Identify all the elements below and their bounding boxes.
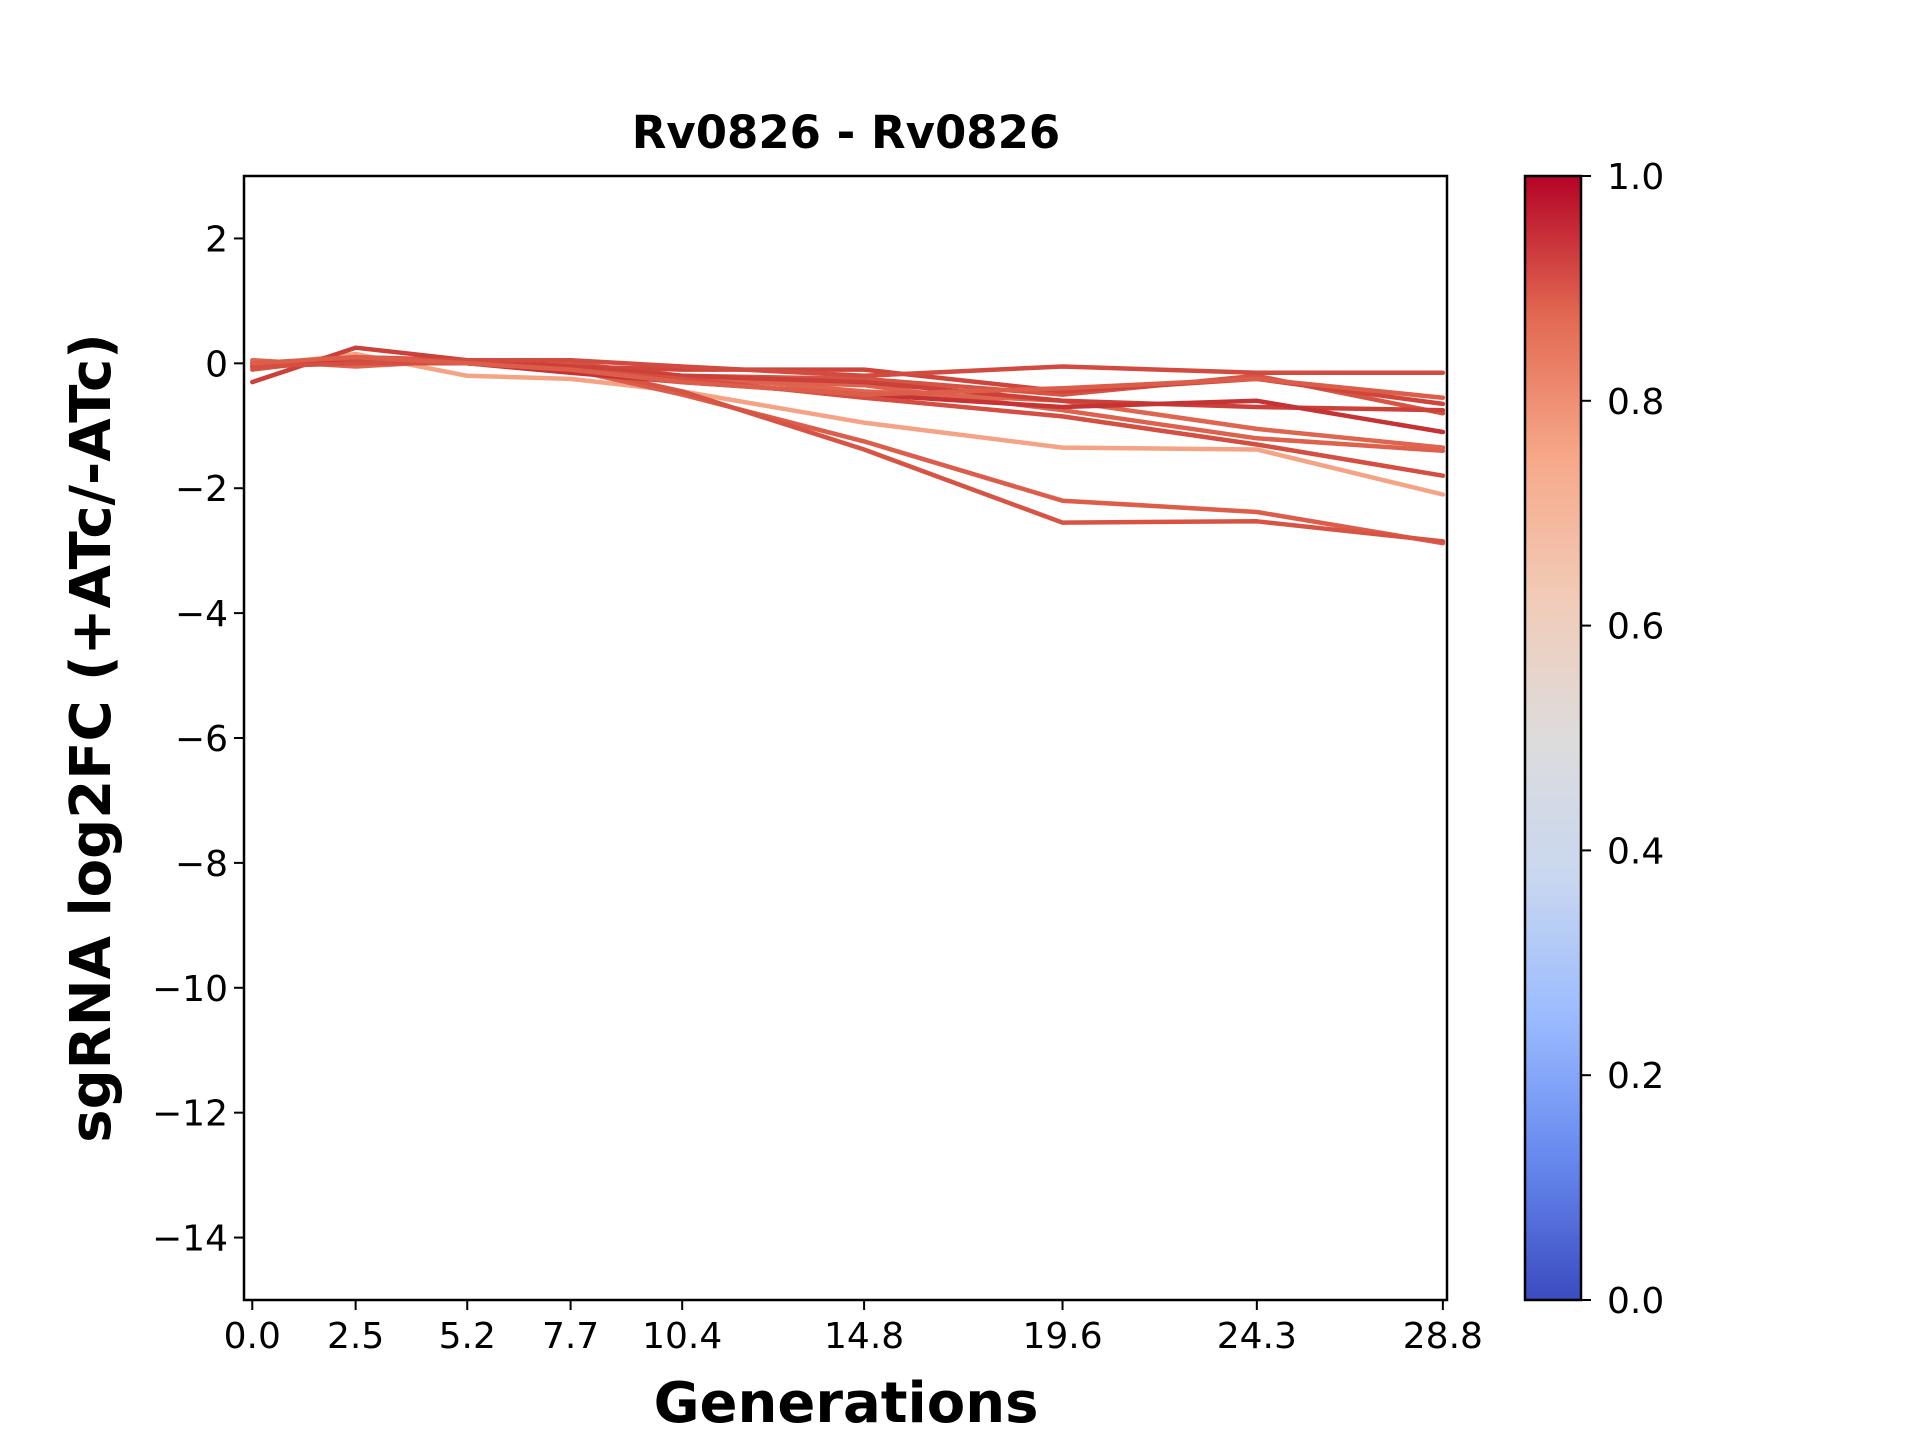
x-tick-label: 28.8 (1403, 1316, 1483, 1357)
colorbar-tick-label: 1.0 (1607, 157, 1664, 198)
y-axis-ticks: 2 0 −2 −4 −6 −8 −10 −12 −14 (152, 219, 244, 1260)
colorbar-tick-label: 0.8 (1607, 382, 1664, 423)
x-tick-label: 5.2 (439, 1316, 496, 1357)
x-tick-label: 19.6 (1022, 1316, 1102, 1357)
y-tick-label: −2 (175, 469, 228, 510)
chart-title: Rv0826 - Rv0826 (632, 106, 1060, 159)
y-tick-label: −10 (152, 969, 228, 1010)
y-tick-label: 2 (205, 219, 228, 260)
x-axis-label: Generations (654, 1371, 1039, 1436)
y-tick-label: −4 (175, 594, 228, 635)
colorbar-tick-label: 0.4 (1607, 831, 1664, 872)
y-tick-label: −14 (152, 1219, 228, 1260)
colorbar-tick-label: 0.2 (1607, 1056, 1664, 1097)
x-tick-label: 0.0 (224, 1316, 281, 1357)
colorbar-ticks: 0.0 0.2 0.4 0.6 0.8 1.0 (1581, 157, 1664, 1322)
colorbar-tick-label: 0.0 (1607, 1281, 1664, 1322)
x-tick-label: 2.5 (327, 1316, 384, 1357)
y-tick-label: −12 (152, 1094, 228, 1135)
series-line-11 (250, 361, 1446, 478)
x-tick-label: 14.8 (824, 1316, 904, 1357)
x-tick-label: 24.3 (1217, 1316, 1297, 1357)
series-line-12 (250, 354, 1446, 400)
colorbar-tick-label: 0.6 (1607, 607, 1664, 648)
y-tick-label: −8 (175, 844, 228, 885)
x-tick-label: 7.7 (542, 1316, 599, 1357)
y-tick-label: −6 (175, 719, 228, 760)
x-axis-ticks: 0.0 2.5 5.2 7.7 10.4 14.8 19.6 24.3 28.8 (224, 1300, 1483, 1357)
series-lines (250, 345, 1446, 546)
colorbar (1523, 174, 1583, 1302)
y-axis-label: sgRNA log2FC (+ATc/-ATc) (59, 333, 124, 1143)
x-tick-label: 10.4 (642, 1316, 722, 1357)
y-tick-label: 0 (205, 344, 228, 385)
